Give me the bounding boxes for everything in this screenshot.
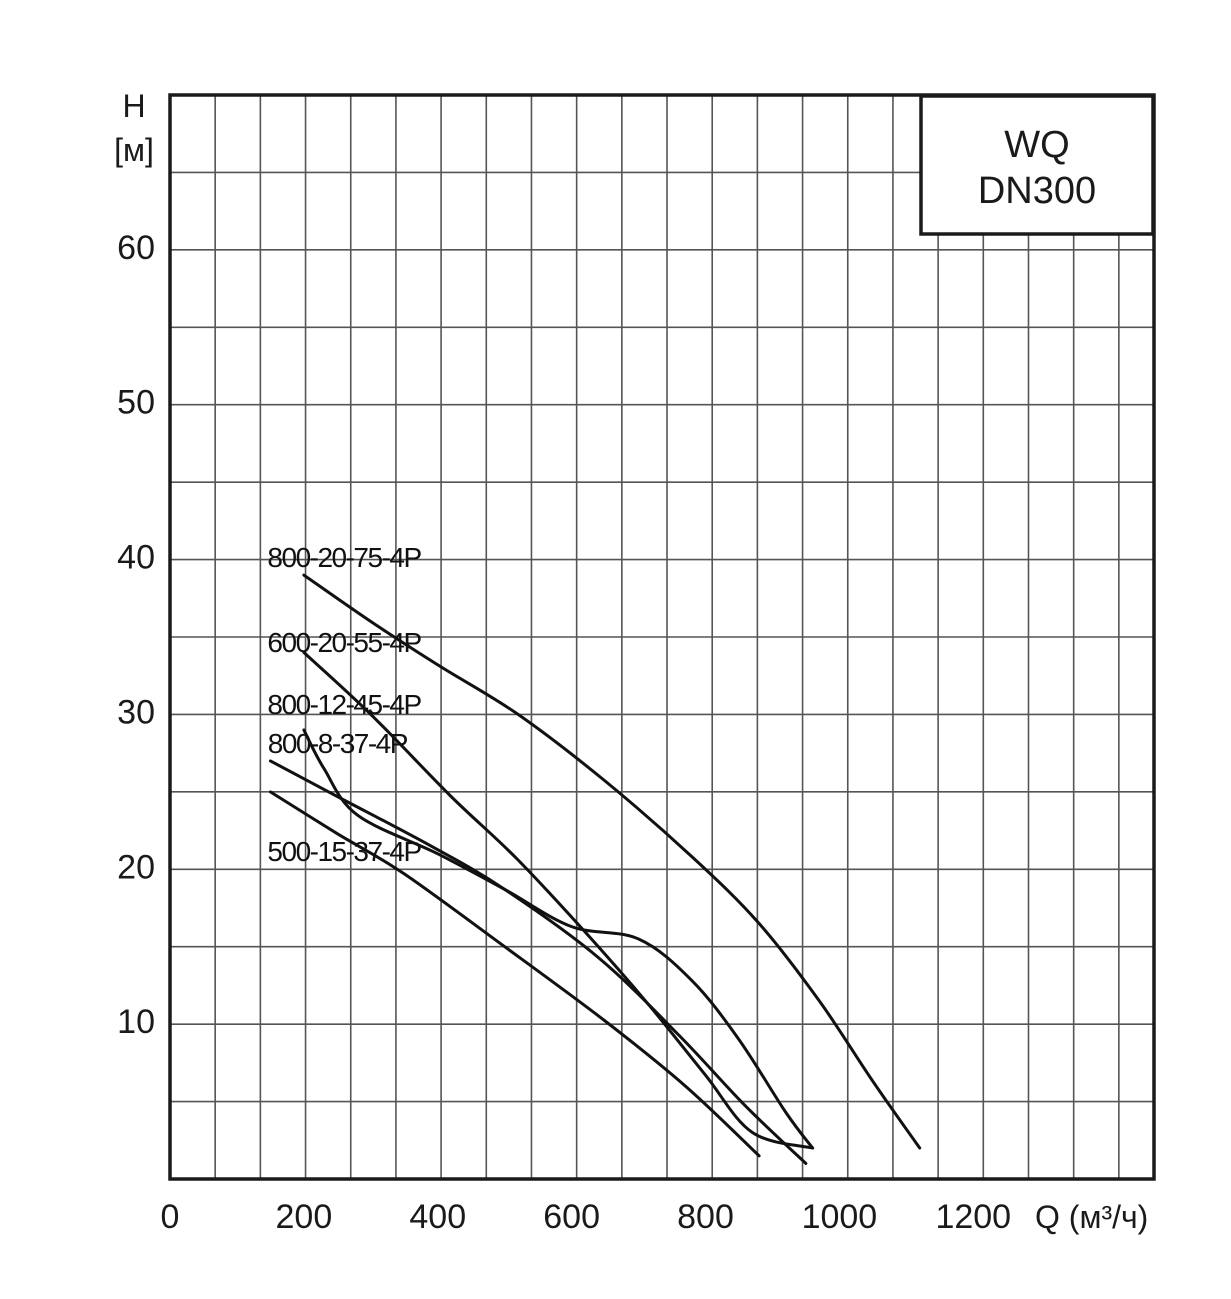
y-tick-label: 10 xyxy=(117,1003,155,1041)
curve-label-600-20-55-4P: 600-20-55-4P xyxy=(267,627,421,658)
curve-800-20-75-4P xyxy=(302,573,922,1150)
grid xyxy=(170,95,1154,1179)
x-tick-label: 400 xyxy=(409,1198,466,1236)
curve-500-15-37-4P xyxy=(268,790,761,1158)
title-line-1: WQ xyxy=(1004,124,1069,166)
plot-frame xyxy=(168,93,1156,1181)
y-axis-unit: [м] xyxy=(114,132,154,168)
y-tick-label: 60 xyxy=(117,229,155,267)
y-tick-label: 30 xyxy=(117,693,155,731)
x-tick-label: 800 xyxy=(677,1198,734,1236)
curve-label-800-8-37-4P: 800-8-37-4P xyxy=(268,728,408,759)
curves xyxy=(268,573,922,1165)
y-axis-ticks: 10 20 30 40 50 60 xyxy=(117,229,155,1041)
x-axis-label: Q (м³/ч) xyxy=(1035,1199,1148,1235)
curve-labels: 800-20-75-4P 600-20-55-4P 800-12-45-4P 800-… xyxy=(267,542,423,867)
curve-800-8-37-4P xyxy=(268,759,808,1165)
curve-label-800-20-75-4P: 800-20-75-4P xyxy=(267,542,421,573)
y-tick-label: 20 xyxy=(117,848,155,886)
x-tick-label: 0 xyxy=(161,1198,180,1236)
y-tick-label: 50 xyxy=(117,384,155,422)
title-box: WQ DN300 xyxy=(919,94,1155,236)
x-tick-label: 1200 xyxy=(935,1198,1011,1236)
title-line-2: DN300 xyxy=(978,170,1096,212)
curve-label-500-15-37-4P: 500-15-37-4P xyxy=(267,836,421,867)
y-axis-label: H xyxy=(122,88,145,124)
curve-600-20-55-4P xyxy=(302,651,815,1150)
x-tick-label: 200 xyxy=(276,1198,333,1236)
curve-label-800-12-45-4P: 800-12-45-4P xyxy=(267,689,421,720)
x-tick-label: 600 xyxy=(543,1198,600,1236)
x-tick-label: 1000 xyxy=(802,1198,878,1236)
y-tick-label: 40 xyxy=(117,539,155,577)
title-frame xyxy=(919,94,1155,236)
curve-800-12-45-4P xyxy=(302,728,815,1150)
x-axis-ticks: 0 200 400 600 800 1000 1200 xyxy=(161,1198,1012,1236)
